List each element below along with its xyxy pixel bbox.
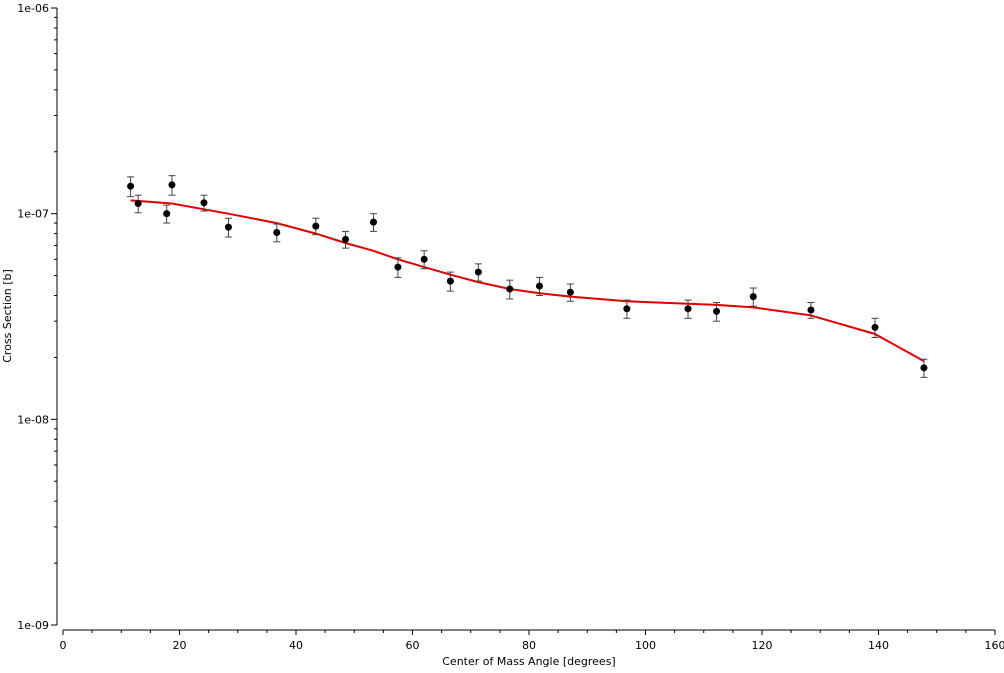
fit-curve-line — [131, 200, 924, 361]
data-point-group — [370, 214, 377, 232]
data-point — [623, 305, 630, 312]
x-tick-label: 20 — [173, 639, 187, 652]
data-point — [370, 219, 377, 226]
y-tick-label: 1e-06 — [17, 2, 49, 15]
data-point-group — [163, 205, 170, 223]
y-axis-label: Cross Section [b] — [1, 269, 14, 363]
data-point — [135, 200, 142, 207]
y-axis-ticks: 1e-09 1e-08 1e-07 1e-06 — [17, 2, 57, 632]
data-point — [273, 229, 280, 236]
data-point — [750, 293, 757, 300]
data-point — [807, 307, 814, 314]
data-point — [127, 183, 134, 190]
data-point — [421, 256, 428, 263]
data-point — [475, 269, 482, 276]
data-point-group — [135, 195, 142, 213]
fit-curve-layer — [131, 200, 924, 361]
data-point-group — [127, 177, 134, 197]
x-tick-label: 80 — [522, 639, 536, 652]
data-point — [685, 305, 692, 312]
x-tick-label: 140 — [868, 639, 889, 652]
data-point — [713, 308, 720, 315]
data-point — [447, 278, 454, 285]
data-point — [394, 264, 401, 271]
data-point-group — [225, 218, 232, 237]
x-tick-label: 160 — [985, 639, 1004, 652]
x-tick-label: 60 — [406, 639, 420, 652]
data-point — [163, 210, 170, 217]
x-axis-label: Center of Mass Angle [degrees] — [442, 655, 615, 668]
data-point-group — [506, 280, 513, 299]
data-point — [506, 286, 513, 293]
y-tick-label: 1e-09 — [17, 619, 49, 632]
x-tick-label: 120 — [752, 639, 773, 652]
axes — [57, 8, 995, 630]
data-point-group — [920, 359, 927, 377]
data-point — [312, 223, 319, 230]
data-point-group — [475, 264, 482, 281]
data-points-layer — [127, 176, 927, 378]
data-point — [200, 199, 207, 206]
data-point — [536, 282, 543, 289]
data-point — [872, 324, 879, 331]
data-point — [920, 364, 927, 371]
data-point — [225, 224, 232, 231]
data-point-group — [567, 284, 574, 301]
data-point-group — [342, 231, 349, 248]
data-point — [342, 236, 349, 243]
data-point — [168, 181, 175, 188]
x-tick-label: 0 — [60, 639, 67, 652]
data-point — [567, 289, 574, 296]
data-point-group — [750, 288, 757, 306]
y-tick-label: 1e-08 — [17, 413, 49, 426]
data-point-group — [273, 224, 280, 242]
x-tick-label: 100 — [635, 639, 656, 652]
data-point-group — [168, 176, 175, 195]
x-axis-ticks: 0 20 40 60 80 100 120 140 160 — [60, 630, 1004, 652]
x-tick-label: 40 — [289, 639, 303, 652]
y-tick-label: 1e-07 — [17, 208, 49, 221]
data-point-group — [623, 300, 630, 318]
